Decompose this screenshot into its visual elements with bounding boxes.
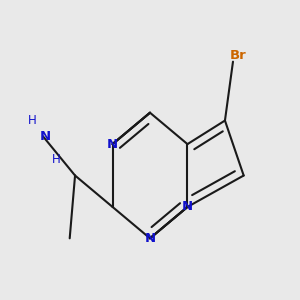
Text: N: N <box>40 130 51 143</box>
Text: N: N <box>144 232 156 245</box>
Text: N: N <box>182 200 193 213</box>
Text: Br: Br <box>230 49 247 62</box>
Text: H: H <box>28 114 37 127</box>
Text: N: N <box>107 138 118 151</box>
Text: H: H <box>52 153 61 166</box>
